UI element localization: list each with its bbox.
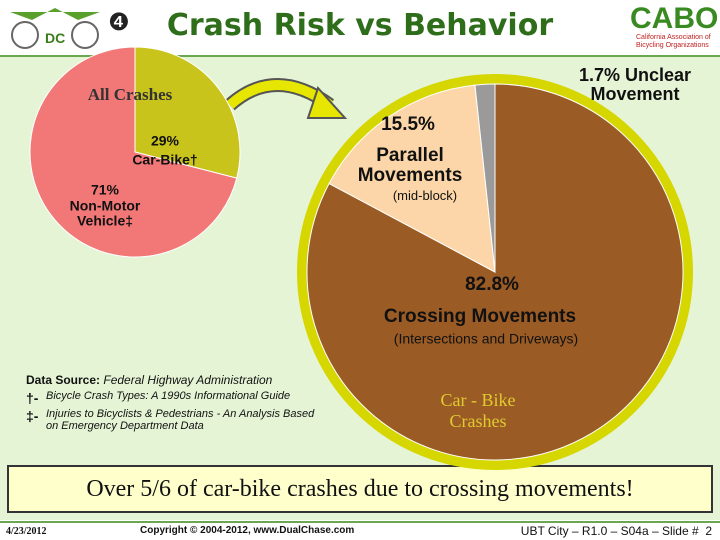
logo-shape — [10, 8, 100, 20]
category-label: Car-Bike† — [132, 151, 198, 168]
value-label: 71% — [90, 181, 120, 198]
note-text: Bicycle Crash Types: A 1990s Information… — [46, 390, 291, 402]
banner-box — [7, 465, 713, 513]
logo-left: DC — [45, 30, 66, 46]
source-line: Data Source: Federal Highway Administrat… — [26, 373, 272, 387]
pie-slice — [474, 83, 496, 273]
footer-date: 4/23/2012 — [6, 526, 47, 537]
sub-label: (Intersections and Driveways) — [393, 330, 579, 347]
value-label: 82.8% — [465, 274, 519, 296]
slide-title: Crash Risk vs Behavior — [166, 8, 554, 43]
slide-number-icon: ❹ — [108, 8, 130, 36]
arrow-head — [306, 86, 348, 119]
category-label: Non-Motor Vehicle‡ — [69, 197, 141, 228]
logo-right-sub: California Association of Bicycling Orga… — [636, 34, 711, 49]
source: Federal Highway Administration — [103, 373, 273, 387]
pie-slice — [134, 46, 241, 179]
notes: †- Bicycle Crash Types: A 1990s Informati… — [26, 390, 316, 434]
value-label: 29% — [150, 132, 180, 149]
banner: Over 5/6 of car-bike crashes due to cros… — [86, 476, 634, 502]
footer-right: UBT City – R1.0 – S04a – Slide # 2 — [520, 524, 712, 538]
note-mark: ‡- — [26, 408, 39, 424]
pie-title: Car - Bike Crashes — [440, 390, 516, 431]
value-label: 15.5% — [381, 114, 435, 136]
source-label: Data Source: — [26, 373, 101, 387]
bike-wheel — [11, 21, 39, 49]
note: †- Bicycle Crash Types: A 1990s Informati… — [26, 390, 316, 406]
pie-title: All Crashes — [87, 85, 173, 104]
note: ‡- Injuries to Bicyclists & Pedestrians -… — [26, 408, 316, 432]
pie-slice — [29, 46, 238, 258]
pie-slice — [328, 84, 496, 273]
bike-wheel — [71, 21, 99, 49]
value-label: 1.7% — [578, 65, 620, 86]
pie-ring — [297, 74, 693, 470]
sub-label: (mid-block) — [392, 188, 458, 204]
slice-label: 1.7% Unclear Movement — [565, 66, 705, 104]
note-text: Injuries to Bicyclists & Pedestrians - A… — [46, 408, 315, 432]
logo-right: CABO — [630, 2, 719, 35]
footer-copyright: Copyright © 2004-2012, www.DualChase.com — [140, 525, 355, 536]
note-mark: †- — [26, 390, 39, 406]
category-label: Unclear Movement — [590, 65, 692, 104]
category-label: Parallel Movements — [357, 145, 463, 186]
category-label: Crossing Movements — [383, 306, 577, 328]
